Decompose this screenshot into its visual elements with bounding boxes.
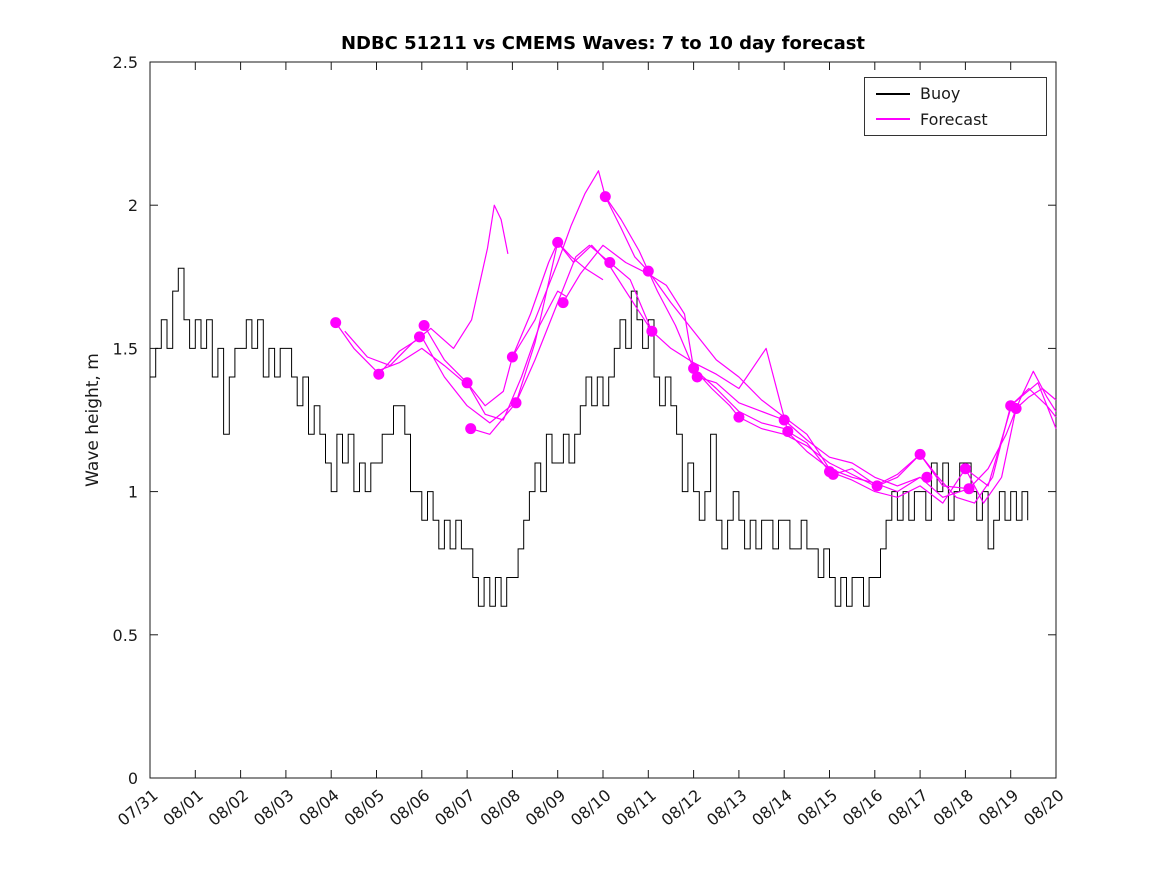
legend-item-buoy: Buoy — [876, 84, 1046, 103]
x-tick-label: 08/15 — [794, 786, 842, 830]
x-tick-label: 08/18 — [929, 786, 977, 830]
forecast-marker — [465, 423, 477, 435]
forecast-line — [829, 408, 1012, 504]
forecast-marker — [414, 331, 425, 343]
series-group — [150, 170, 1057, 607]
forecast-marker — [778, 414, 790, 426]
x-tick-label: 08/01 — [159, 786, 207, 830]
x-tick-label: 08/16 — [839, 786, 887, 830]
forecast-marker — [461, 377, 473, 389]
forecast-marker — [691, 371, 703, 383]
forecast-marker — [963, 483, 975, 495]
x-tick-label: 08/02 — [205, 786, 253, 830]
forecast-marker — [646, 325, 658, 337]
forecast-marker — [1010, 403, 1022, 414]
buoy-line-sample — [876, 92, 910, 95]
y-tick-label: 2.5 — [113, 53, 138, 72]
x-tick-label: 08/05 — [341, 786, 389, 830]
forecast-marker — [373, 368, 385, 380]
legend: Buoy Forecast — [864, 77, 1047, 136]
forecast-marker — [418, 320, 430, 331]
forecast-marker — [599, 191, 611, 203]
y-tick-label: 1 — [128, 483, 138, 502]
x-tick-label: 08/10 — [567, 786, 615, 830]
x-tick-label: 08/06 — [386, 786, 434, 830]
y-tick-label: 0.5 — [113, 626, 138, 645]
forecast-marker — [557, 297, 569, 309]
forecast-marker — [959, 463, 971, 475]
buoy-line — [150, 267, 1029, 607]
chart-title: NDBC 51211 vs CMEMS Waves: 7 to 10 day f… — [340, 33, 866, 54]
x-tick-label: 08/17 — [884, 786, 932, 830]
forecast-line — [344, 204, 509, 367]
y-tick-label: 1.5 — [113, 339, 138, 358]
x-tick-label: 08/04 — [295, 786, 343, 830]
forecast-marker — [552, 236, 564, 248]
forecast-line — [604, 196, 785, 421]
forecast-marker — [871, 480, 883, 492]
forecast-marker — [510, 397, 522, 409]
x-tick-label: 08/03 — [250, 786, 298, 830]
forecast-marker — [506, 351, 518, 363]
forecast-line — [783, 419, 970, 498]
forecast-line — [738, 416, 921, 487]
y-tick-label: 0 — [128, 769, 138, 788]
x-tick-label: 08/20 — [1020, 786, 1068, 830]
forecast-marker — [604, 257, 616, 268]
forecast-marker — [733, 411, 745, 423]
forecast-line — [1010, 382, 1057, 429]
forecast-line — [562, 244, 740, 418]
forecast-line — [466, 241, 604, 407]
forecast-line — [335, 322, 472, 389]
forecast-marker — [688, 362, 700, 374]
x-tick-label: 08/13 — [703, 786, 751, 830]
forecast-line — [876, 387, 1057, 504]
forecast-line — [693, 367, 921, 493]
x-tick-label: 08/14 — [748, 786, 796, 830]
forecast-marker — [827, 468, 839, 480]
forecast-marker — [642, 265, 654, 277]
forecast-marker — [782, 426, 794, 437]
legend-item-forecast: Forecast — [876, 110, 1046, 129]
x-tick-label: 08/11 — [612, 786, 660, 830]
x-tick-label: 08/07 — [431, 786, 479, 830]
x-tick-label: 08/09 — [522, 786, 570, 830]
plot-border — [149, 61, 1057, 779]
forecast-line — [423, 290, 568, 421]
forecast-line — [470, 244, 611, 435]
forecast-line — [919, 370, 1057, 490]
legend-label-buoy: Buoy — [920, 84, 961, 104]
forecast-marker — [330, 317, 342, 329]
x-tick-label: 07/31 — [114, 786, 162, 830]
legend-label-forecast: Forecast — [920, 109, 988, 129]
forecast-line-sample — [876, 118, 910, 121]
forecast-line — [515, 241, 653, 403]
y-tick-label: 2 — [128, 196, 138, 215]
x-tick-label: 08/08 — [476, 786, 524, 830]
forecast-marker — [921, 471, 933, 483]
forecast-marker — [914, 448, 926, 460]
x-tick-label: 08/12 — [658, 786, 706, 830]
forecast-line — [378, 336, 516, 424]
x-tick-label: 08/19 — [975, 786, 1023, 830]
